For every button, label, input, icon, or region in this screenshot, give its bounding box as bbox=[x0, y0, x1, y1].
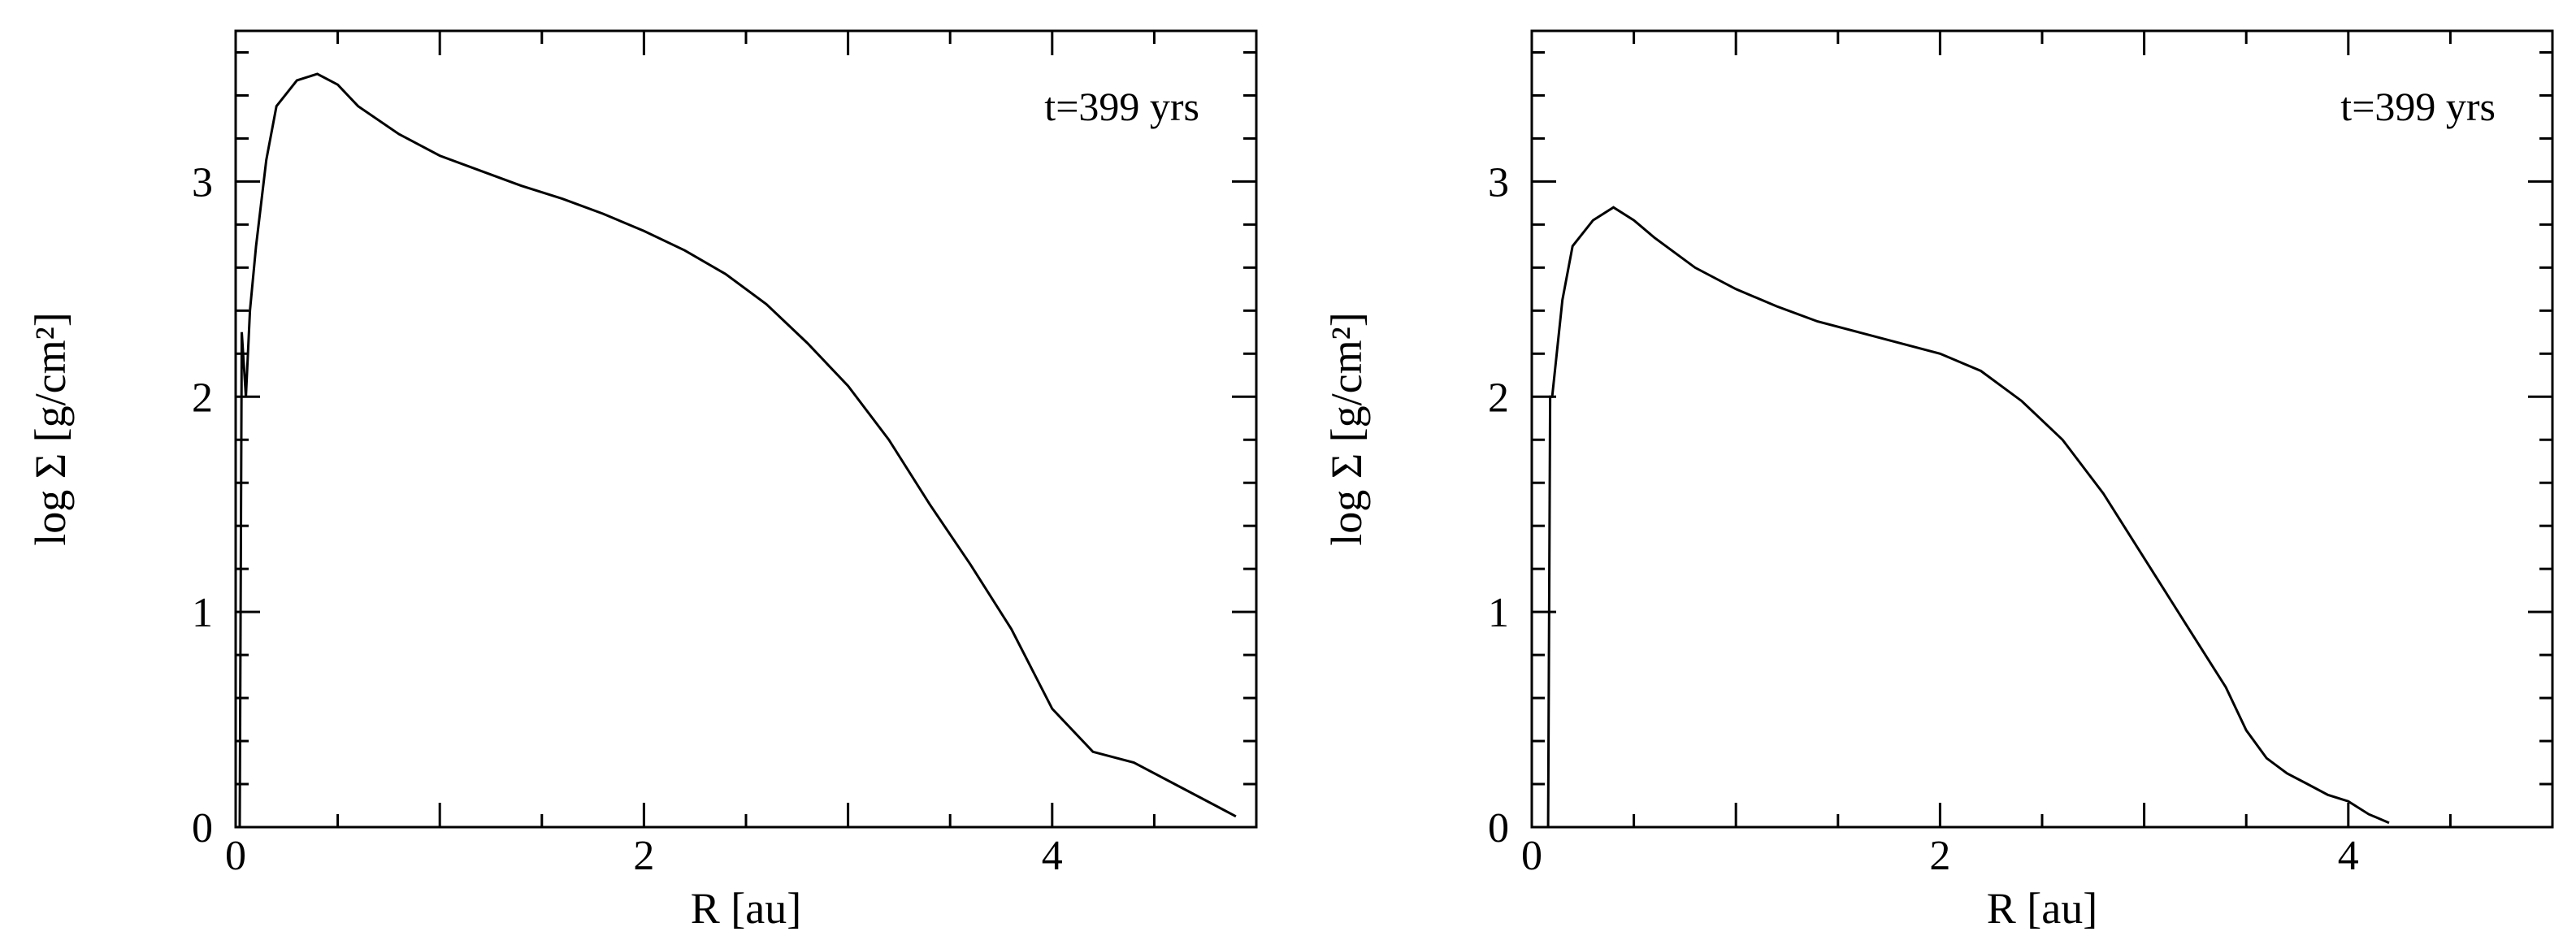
chart-panel-left: 0 2 4 0 1 2 3 t=399 yrs R [au] log Σ [g/cm²] bbox=[26, 29, 1258, 933]
x-tick-label: 0 bbox=[225, 833, 246, 879]
plot-frame-left bbox=[234, 29, 1258, 829]
x-tick-label: 4 bbox=[2338, 833, 2359, 879]
y-tick-label: 2 bbox=[1488, 375, 1509, 421]
x-tick-label: 0 bbox=[1521, 833, 1542, 879]
chart-panel-right: 0 2 4 0 1 2 3 t=399 yrs R [au] log Σ [g/cm²] bbox=[1322, 29, 2554, 933]
y-tick-label: 3 bbox=[192, 159, 213, 206]
y-tick-label: 3 bbox=[1488, 159, 1509, 206]
axis-ticks-right bbox=[1530, 31, 2554, 829]
x-tick-label: 2 bbox=[633, 833, 654, 879]
y-tick-label: 2 bbox=[192, 375, 213, 421]
x-axis-title-left: R [au] bbox=[691, 884, 801, 933]
x-axis-title-right: R [au] bbox=[1987, 884, 2097, 933]
series-line-right bbox=[1546, 206, 2390, 828]
y-axis-title-right: log Σ [g/cm²] bbox=[1322, 312, 1371, 546]
y-tick-label: 0 bbox=[192, 805, 213, 852]
time-annotation-left: t=399 yrs bbox=[1044, 84, 1199, 129]
tick-labels-left: 0 2 4 0 1 2 3 bbox=[192, 159, 1063, 879]
axis-ticks-left bbox=[234, 31, 1258, 829]
y-tick-label: 0 bbox=[1488, 805, 1509, 852]
plot-frame-right bbox=[1530, 29, 2554, 829]
y-tick-label: 1 bbox=[1488, 590, 1509, 636]
x-tick-label: 4 bbox=[1042, 833, 1063, 879]
x-tick-label: 2 bbox=[1929, 833, 1950, 879]
series-line-left bbox=[238, 72, 1237, 828]
y-tick-label: 1 bbox=[192, 590, 213, 636]
time-annotation-right: t=399 yrs bbox=[2340, 84, 2496, 129]
y-axis-title-left: log Σ [g/cm²] bbox=[26, 312, 75, 546]
tick-labels-right: 0 2 4 0 1 2 3 bbox=[1488, 159, 2359, 879]
